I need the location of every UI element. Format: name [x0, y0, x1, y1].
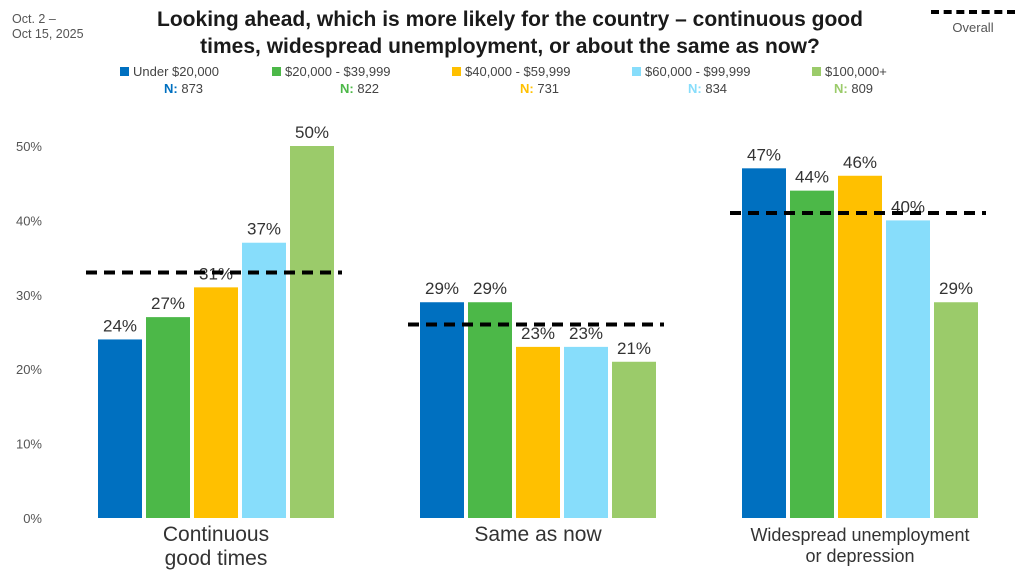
bar	[886, 220, 930, 518]
category-label: good times	[165, 547, 268, 570]
y-tick-label: 0%	[23, 511, 42, 526]
legend-n-value: 809	[851, 81, 874, 96]
bar	[194, 287, 238, 518]
bar	[934, 302, 978, 518]
bar	[98, 339, 142, 518]
chart-title-line-1: Looking ahead, which is more likely for …	[157, 8, 863, 31]
category-label: or depression	[805, 546, 914, 566]
y-tick-label: 30%	[16, 288, 42, 303]
legend-n-value: 873	[181, 81, 204, 96]
overall-legend: Overall	[930, 10, 1016, 35]
legend-n-key: N:	[164, 81, 178, 96]
date-range-start: Oct. 2 –	[12, 12, 56, 26]
data-label: 44%	[795, 168, 829, 187]
category-label: Same as now	[474, 523, 602, 546]
data-label: 37%	[247, 220, 281, 239]
bar	[290, 146, 334, 518]
bar	[612, 361, 656, 518]
overall-dash-swatch	[931, 10, 1015, 14]
category-label: Continuous	[163, 523, 269, 546]
y-tick-label: 20%	[16, 362, 42, 377]
y-tick-label: 10%	[16, 437, 42, 452]
legend-label: $60,000 - $99,999	[645, 64, 751, 79]
legend-n-key: N:	[520, 81, 534, 96]
data-label: 21%	[617, 339, 651, 358]
legend-label: $100,000+	[825, 64, 887, 79]
data-label: 47%	[747, 145, 781, 164]
legend-n-value: 822	[357, 81, 380, 96]
bar	[790, 190, 834, 518]
chart-title-line-2: times, widespread unemployment, or about…	[200, 35, 820, 58]
legend-label: Under $20,000	[133, 64, 220, 79]
data-label: 27%	[151, 294, 185, 313]
legend-label: $40,000 - $59,999	[465, 64, 571, 79]
legend-swatch	[120, 67, 129, 76]
legend-n-key: N:	[834, 81, 848, 96]
legend-n-value: 731	[537, 81, 560, 96]
data-label: 29%	[939, 279, 973, 298]
data-label: 50%	[295, 123, 329, 142]
y-tick-label: 40%	[16, 213, 42, 228]
legend: Under $20,000 N: 873 $20,000 - $39,999 N…	[110, 64, 910, 100]
bar	[742, 168, 786, 518]
legend-swatch	[632, 67, 641, 76]
legend-item-20000-39999: $20,000 - $39,999 N: 822	[272, 64, 391, 96]
bar	[242, 242, 286, 518]
date-range: Oct. 2 – Oct 15, 2025	[12, 12, 92, 42]
data-label: 24%	[103, 316, 137, 335]
data-label: 46%	[843, 153, 877, 172]
legend-label: $20,000 - $39,999	[285, 64, 391, 79]
bar	[468, 302, 512, 518]
bar	[564, 346, 608, 518]
legend-item-under-20000: Under $20,000 N: 873	[120, 64, 219, 96]
legend-item-100000-plus: $100,000+ N: 809	[812, 64, 887, 96]
bar	[420, 302, 464, 518]
legend-item-60000-99999: $60,000 - $99,999 N: 834	[632, 64, 751, 96]
legend-swatch	[272, 67, 281, 76]
category-label: Widespread unemployment	[750, 525, 969, 545]
bar	[838, 175, 882, 518]
legend-item-40000-59999: $40,000 - $59,999 N: 731	[452, 64, 571, 96]
data-label: 29%	[473, 279, 507, 298]
legend-n-key: N:	[688, 81, 702, 96]
date-range-end: Oct 15, 2025	[12, 27, 84, 41]
overall-legend-label: Overall	[952, 20, 994, 35]
legend-swatch	[452, 67, 461, 76]
legend-n-key: N:	[340, 81, 354, 96]
chart-title: Looking ahead, which is more likely for …	[100, 6, 920, 60]
data-label: 29%	[425, 279, 459, 298]
bar	[516, 346, 560, 518]
bar	[146, 317, 190, 518]
data-label: 23%	[569, 324, 603, 343]
legend-n-value: 834	[705, 81, 728, 96]
y-tick-label: 50%	[16, 139, 42, 154]
legend-swatch	[812, 67, 821, 76]
data-label: 23%	[521, 324, 555, 343]
